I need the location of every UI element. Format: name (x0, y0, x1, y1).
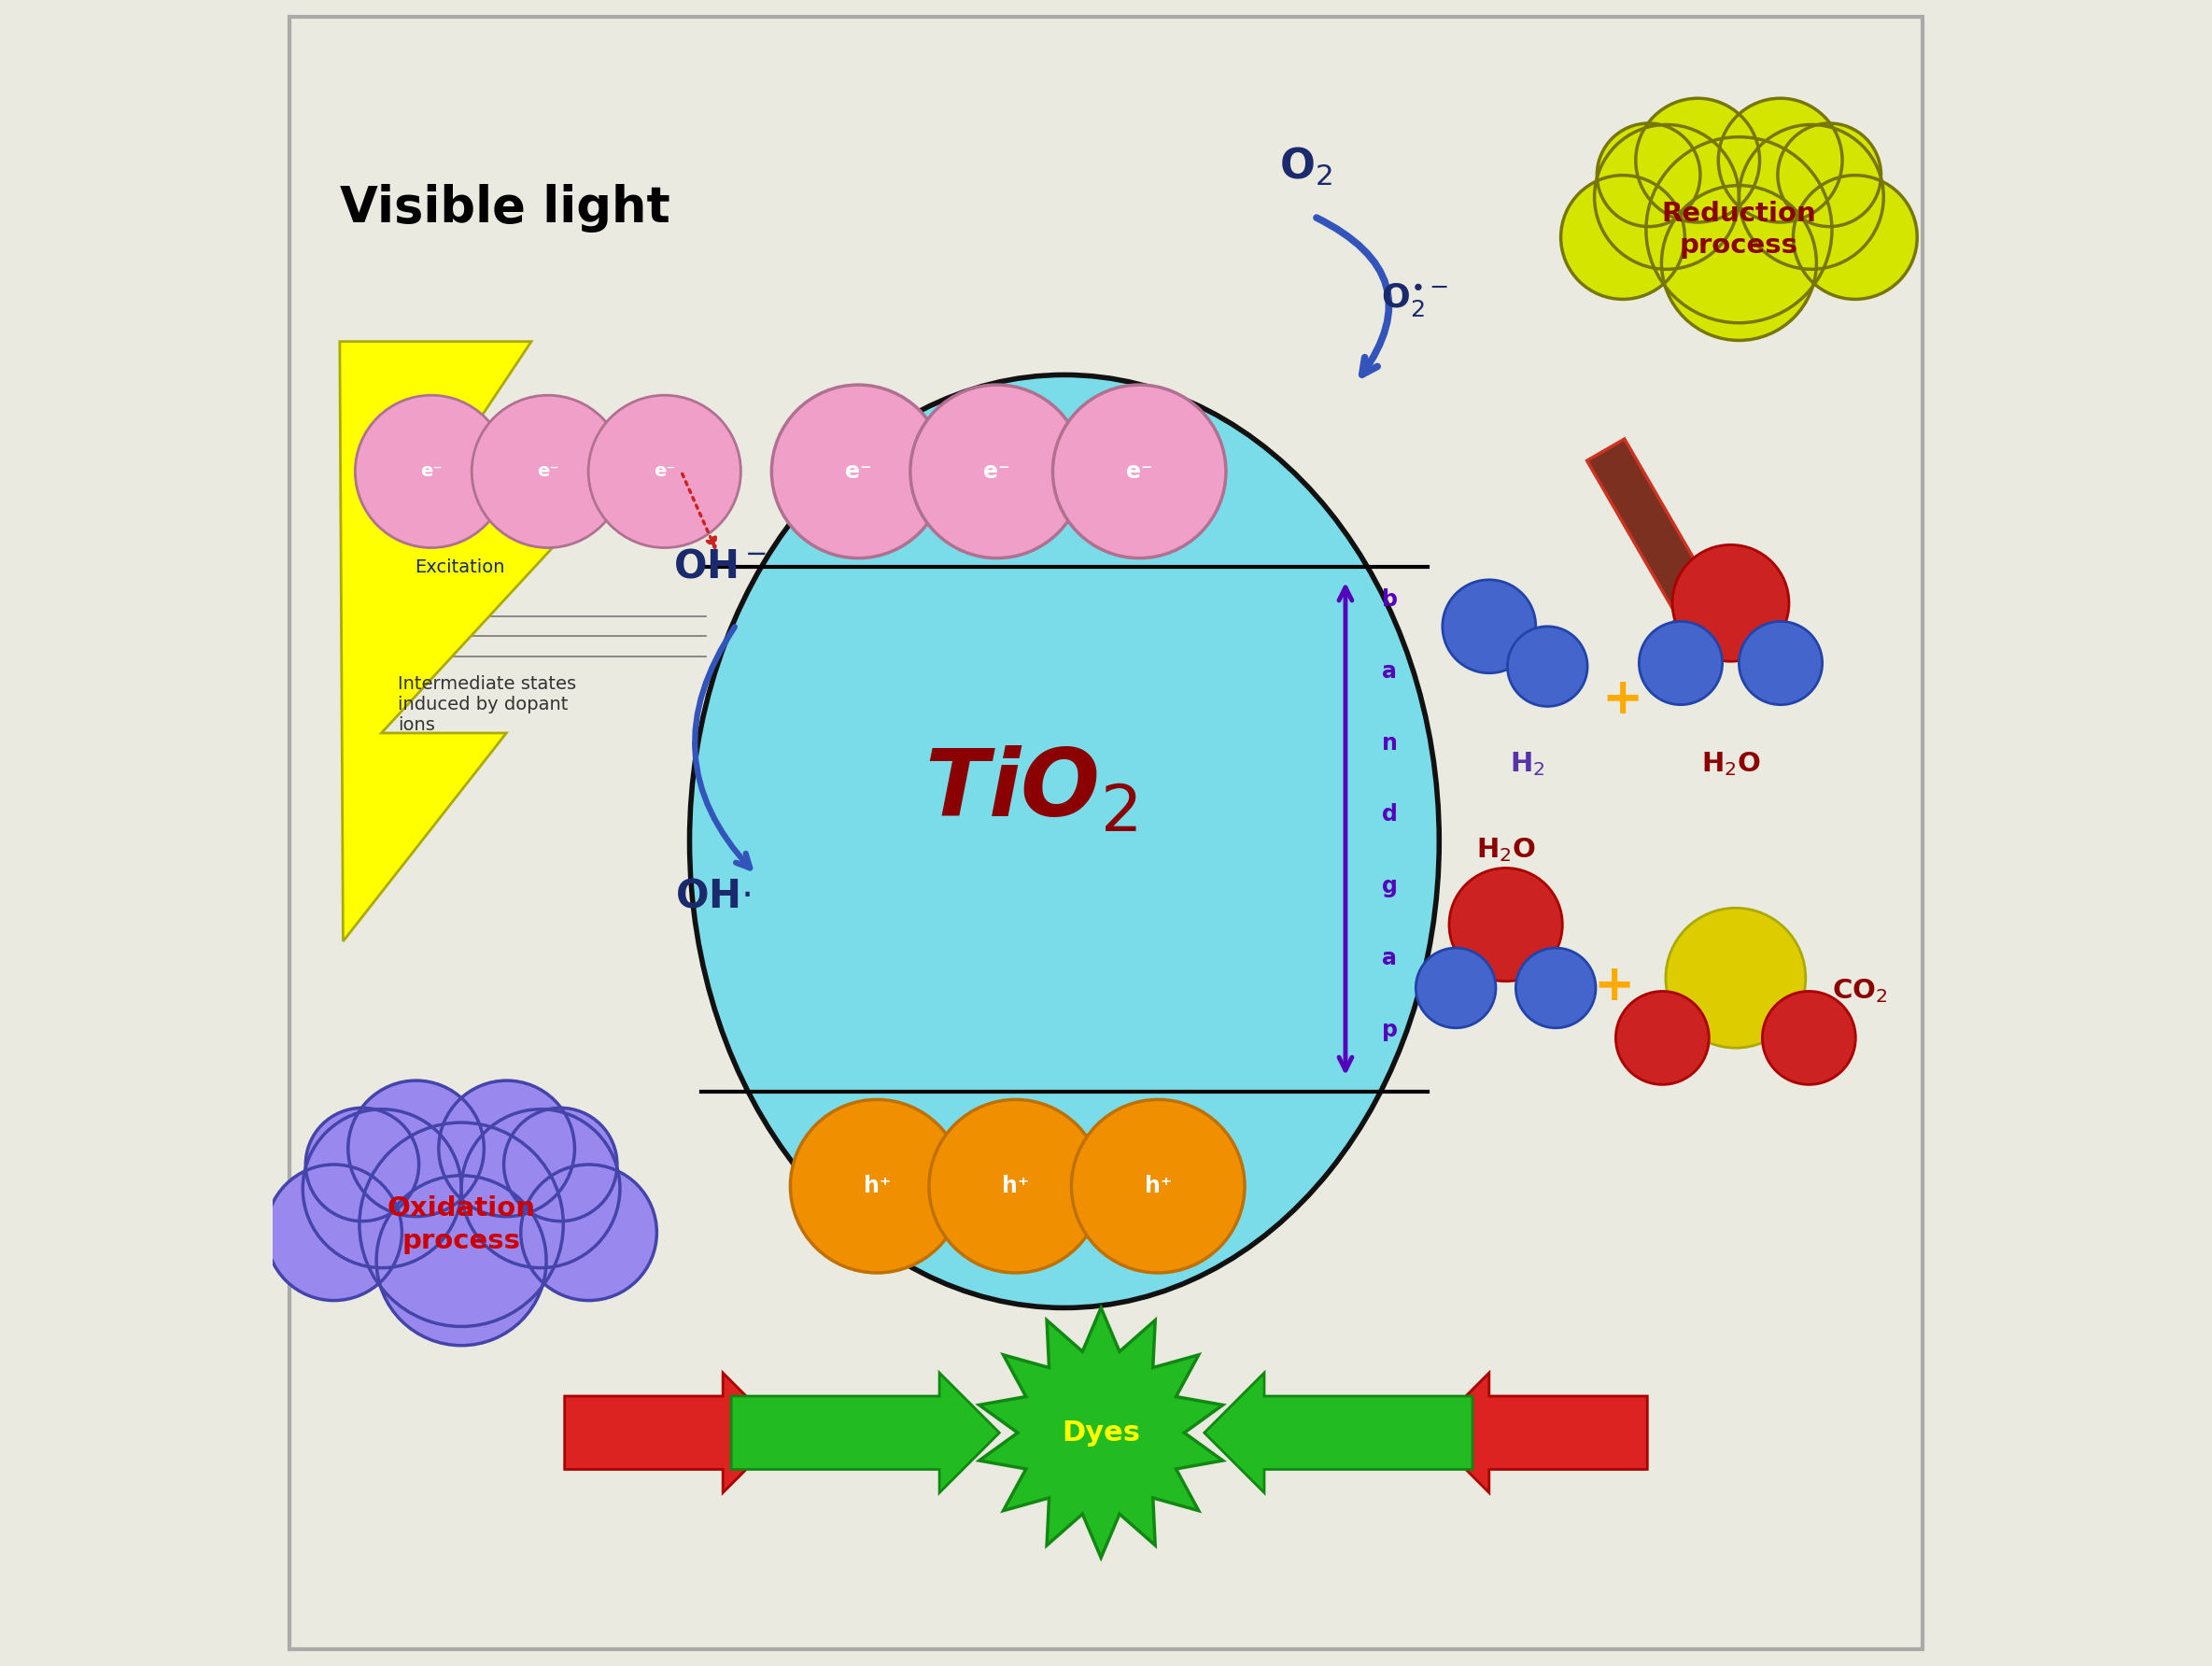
Text: Valence band: Valence band (1053, 1141, 1210, 1163)
FancyArrow shape (564, 1373, 783, 1493)
Text: g: g (1382, 875, 1398, 898)
Text: +: + (1593, 961, 1635, 1011)
Circle shape (772, 385, 945, 558)
Circle shape (1794, 175, 1918, 300)
Text: Excitation: Excitation (414, 558, 504, 576)
Text: O$_2$: O$_2$ (1279, 145, 1332, 188)
Circle shape (1763, 991, 1856, 1085)
Polygon shape (980, 1308, 1223, 1558)
Circle shape (1672, 545, 1790, 661)
Text: +: + (1601, 675, 1644, 725)
Text: Conduction band: Conduction band (998, 495, 1197, 516)
Text: Dyes: Dyes (1062, 1419, 1139, 1446)
Circle shape (1739, 621, 1823, 705)
Text: Visible light: Visible light (341, 183, 670, 233)
Text: e⁻: e⁻ (845, 460, 872, 483)
FancyArrow shape (732, 1373, 1000, 1493)
Circle shape (347, 1081, 484, 1216)
Text: Oxidation
process: Oxidation process (387, 1195, 535, 1254)
Circle shape (504, 1108, 617, 1221)
Circle shape (1515, 948, 1595, 1028)
Text: p: p (1382, 1018, 1398, 1041)
Circle shape (1666, 908, 1805, 1048)
Circle shape (303, 1110, 462, 1268)
Text: TiO$_2$: TiO$_2$ (925, 746, 1137, 836)
Text: Intermediate states
induced by dopant
ions: Intermediate states induced by dopant io… (398, 675, 577, 733)
Circle shape (911, 385, 1084, 558)
Text: e⁻: e⁻ (1126, 460, 1152, 483)
Text: a: a (1382, 946, 1398, 970)
Circle shape (1739, 125, 1885, 270)
Circle shape (305, 1108, 418, 1221)
Circle shape (1639, 621, 1723, 705)
Text: Reduction
process: Reduction process (1661, 200, 1816, 260)
Text: OH$\cdot$: OH$\cdot$ (675, 876, 750, 916)
Circle shape (356, 395, 507, 548)
Circle shape (1719, 98, 1843, 222)
Text: H$_2$: H$_2$ (1511, 750, 1544, 778)
Text: H$_2$O: H$_2$O (1475, 836, 1535, 863)
Circle shape (1506, 626, 1588, 706)
Circle shape (929, 1100, 1102, 1273)
Text: e⁻: e⁻ (653, 463, 675, 480)
Text: H$_2$O: H$_2$O (1701, 750, 1761, 778)
Text: h⁺: h⁺ (863, 1175, 891, 1198)
Text: a: a (1382, 660, 1398, 683)
Text: O$_2^{\bullet-}$: O$_2^{\bullet-}$ (1380, 282, 1449, 318)
FancyArrow shape (1429, 1373, 1648, 1493)
Circle shape (1442, 580, 1535, 673)
Circle shape (471, 395, 624, 548)
Polygon shape (341, 342, 582, 941)
Text: b: b (1382, 588, 1398, 611)
FancyArrow shape (1203, 1373, 1473, 1493)
Circle shape (520, 1165, 657, 1301)
Circle shape (1562, 175, 1686, 300)
Circle shape (1778, 123, 1880, 227)
Circle shape (462, 1110, 619, 1268)
FancyArrow shape (1586, 438, 1732, 651)
Circle shape (1053, 385, 1225, 558)
Circle shape (1615, 991, 1710, 1085)
Text: OH$^-$: OH$^-$ (672, 546, 765, 586)
Text: CO$_2$: CO$_2$ (1832, 978, 1887, 1005)
Circle shape (588, 395, 741, 548)
Circle shape (438, 1081, 575, 1216)
Text: h⁺: h⁺ (1002, 1175, 1029, 1198)
Circle shape (358, 1123, 564, 1326)
Circle shape (790, 1100, 964, 1273)
Circle shape (1646, 137, 1832, 323)
Circle shape (1595, 125, 1739, 270)
Circle shape (1416, 948, 1495, 1028)
Text: e⁻: e⁻ (420, 463, 442, 480)
Circle shape (1661, 185, 1816, 340)
Text: e⁻: e⁻ (984, 460, 1011, 483)
Circle shape (376, 1176, 546, 1346)
Circle shape (1597, 123, 1701, 227)
Circle shape (265, 1165, 403, 1301)
Text: h⁺: h⁺ (1144, 1175, 1172, 1198)
Text: d: d (1382, 803, 1398, 826)
Text: e⁻: e⁻ (538, 463, 560, 480)
Circle shape (1449, 868, 1562, 981)
Text: n: n (1382, 731, 1398, 755)
Ellipse shape (690, 375, 1440, 1308)
Circle shape (1635, 98, 1761, 222)
Circle shape (1071, 1100, 1245, 1273)
